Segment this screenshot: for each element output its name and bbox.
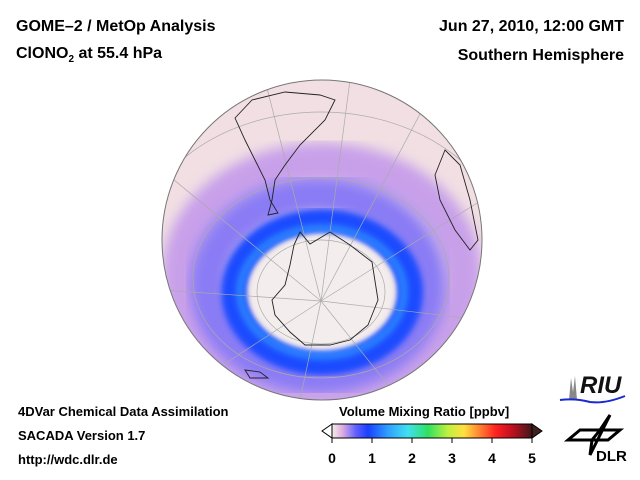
datetime: Jun 27, 2010, 12:00 GMT — [439, 18, 624, 35]
globe-field — [162, 80, 482, 400]
globe-outline — [161, 79, 483, 401]
dlr-logo-icon — [563, 414, 625, 456]
coastlines — [234, 91, 479, 379]
antarctica-coast — [271, 231, 379, 346]
colorbar-tick: 5 — [528, 450, 536, 466]
region: Southern Hemisphere — [457, 47, 624, 64]
colorbar-title: Volume Mixing Ratio [ppbv] — [339, 404, 510, 419]
title: GOME–2 / MetOp Analysis — [16, 18, 216, 35]
colorbar-tick: 4 — [488, 450, 496, 466]
colorbar-tick: 3 — [448, 450, 456, 466]
pressure-level: at 55.4 hPa — [74, 45, 163, 62]
graticule — [162, 80, 482, 400]
species-name: ClONO — [16, 45, 69, 62]
footer-url[interactable]: http://wdc.dlr.de — [18, 452, 118, 467]
riu-logo-text: RIU — [580, 372, 622, 399]
colorbar-tick: 2 — [408, 450, 416, 466]
footer-version: SACADA Version 1.7 — [18, 428, 146, 443]
species-label: ClONO2 at 55.4 hPa — [16, 45, 162, 65]
dlr-logo-text: DLR — [596, 448, 627, 465]
species-subscript: 2 — [68, 54, 75, 66]
colorbar-tick: 0 — [328, 450, 336, 466]
footer-method: 4DVar Chemical Data Assimilation — [18, 404, 229, 419]
colorbar-tick: 1 — [368, 450, 376, 466]
colorbar — [321, 423, 543, 443]
riu-logo — [559, 376, 626, 404]
